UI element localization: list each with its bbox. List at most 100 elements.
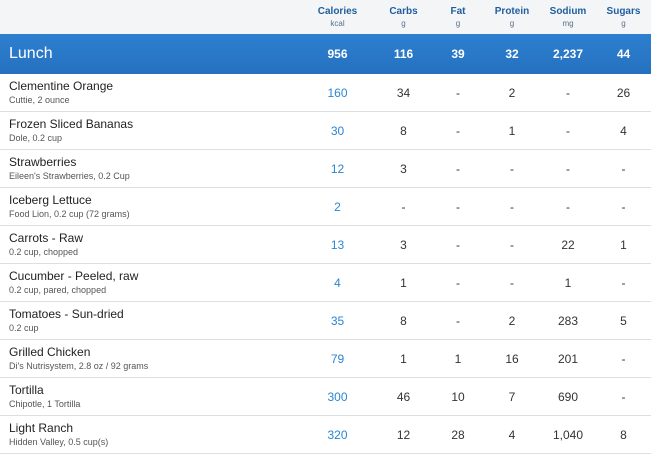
food-row[interactable]: Iceberg Lettuce Food Lion, 0.2 cup (72 g… <box>0 188 651 226</box>
food-info: Light Ranch Hidden Valley, 0.5 cup(s) <box>0 421 300 449</box>
food-protein: 1 <box>508 123 516 138</box>
column-unit: mg <box>562 19 574 28</box>
food-protein: - <box>510 275 514 290</box>
food-description: Di's Nutrisystem, 2.8 oz / 92 grams <box>9 360 149 371</box>
column-unit: g <box>401 19 406 28</box>
food-row[interactable]: Tortilla Chipotle, 1 Tortilla 300 46 10 … <box>0 378 651 416</box>
food-calories-link[interactable]: 79 <box>330 351 345 366</box>
column-label: Sodium <box>549 6 587 17</box>
food-fat: - <box>456 275 460 290</box>
food-row[interactable]: Strawberries Eileen's Strawberries, 0.2 … <box>0 150 651 188</box>
food-sodium: 690 <box>557 389 579 404</box>
food-carbs: - <box>401 199 406 214</box>
column-header-sugars: Sugars g <box>596 0 651 29</box>
food-info: Tomatoes - Sun-dried 0.2 cup <box>0 307 300 335</box>
food-calories-link[interactable]: 160 <box>327 85 348 100</box>
food-sugars: - <box>621 389 626 404</box>
food-row[interactable]: Light Ranch Hidden Valley, 0.5 cup(s) 32… <box>0 416 651 454</box>
column-header-row: Calories kcal Carbs g Fat g Protein g So… <box>0 0 651 34</box>
food-carbs: 12 <box>396 427 411 442</box>
food-row[interactable]: Frozen Sliced Bananas Dole, 0.2 cup 30 8… <box>0 112 651 150</box>
food-protein: - <box>510 199 514 214</box>
food-protein: - <box>510 161 514 176</box>
food-name[interactable]: Light Ranch <box>9 420 74 435</box>
food-fat: - <box>456 161 460 176</box>
column-unit: g <box>621 19 626 28</box>
column-header-sodium: Sodium mg <box>540 0 596 29</box>
food-info: Grilled Chicken Di's Nutrisystem, 2.8 oz… <box>0 345 300 373</box>
column-unit: kcal <box>330 19 345 28</box>
food-sodium: 1,040 <box>552 427 584 442</box>
food-calories-link[interactable]: 12 <box>330 161 345 176</box>
food-sodium: 201 <box>557 351 579 366</box>
column-label: Fat <box>450 6 466 17</box>
food-protein: 2 <box>508 85 516 100</box>
meal-title: Lunch <box>9 45 53 62</box>
food-calories-link[interactable]: 13 <box>330 237 345 252</box>
food-fat: - <box>456 237 460 252</box>
food-description: Eileen's Strawberries, 0.2 Cup <box>9 170 130 181</box>
food-name[interactable]: Carrots - Raw <box>9 230 84 245</box>
food-info: Tortilla Chipotle, 1 Tortilla <box>0 383 300 411</box>
food-sodium: - <box>566 85 570 100</box>
food-protein: 4 <box>508 427 516 442</box>
food-calories-link[interactable]: 300 <box>327 389 348 404</box>
food-fat: - <box>456 313 460 328</box>
food-info: Iceberg Lettuce Food Lion, 0.2 cup (72 g… <box>0 193 300 221</box>
meal-total-fat: 39 <box>451 47 465 61</box>
food-sugars: - <box>621 351 626 366</box>
food-row[interactable]: Tomatoes - Sun-dried 0.2 cup 35 8 - 2 28… <box>0 302 651 340</box>
food-name[interactable]: Frozen Sliced Bananas <box>9 116 134 131</box>
food-name[interactable]: Cucumber - Peeled, raw <box>9 268 139 283</box>
meal-header-lunch[interactable]: Lunch 956 116 39 32 2,237 44 <box>0 34 651 74</box>
food-sugars: 5 <box>620 313 627 328</box>
meal-total-sugars: 44 <box>616 47 631 61</box>
meal-total-sodium: 2,237 <box>552 47 584 61</box>
food-description: 0.2 cup <box>9 322 39 333</box>
food-row[interactable]: Cucumber - Peeled, raw 0.2 cup, pared, c… <box>0 264 651 302</box>
food-row[interactable]: Clementine Orange Cuttie, 2 ounce 160 34… <box>0 74 651 112</box>
food-fat: 28 <box>451 427 465 442</box>
food-info: Clementine Orange Cuttie, 2 ounce <box>0 79 300 107</box>
food-sugars: - <box>621 275 626 290</box>
food-sugars: 8 <box>620 427 627 442</box>
food-row[interactable]: Carrots - Raw 0.2 cup, chopped 13 3 - - … <box>0 226 651 264</box>
food-description: Cuttie, 2 ounce <box>9 94 70 105</box>
meal-total-carbs: 116 <box>393 47 414 61</box>
food-protein: - <box>510 237 514 252</box>
food-protein: 16 <box>505 351 519 366</box>
food-calories-link[interactable]: 2 <box>334 199 341 214</box>
food-name[interactable]: Tomatoes - Sun-dried <box>9 306 124 321</box>
column-header-calories: Calories kcal <box>300 0 375 29</box>
food-sugars: 26 <box>616 85 631 100</box>
food-name[interactable]: Tortilla <box>9 382 44 397</box>
food-fat: - <box>456 199 460 214</box>
food-carbs: 8 <box>400 313 407 328</box>
food-sodium: - <box>566 161 570 176</box>
food-info: Carrots - Raw 0.2 cup, chopped <box>0 231 300 259</box>
food-name[interactable]: Iceberg Lettuce <box>9 192 92 207</box>
food-sodium: 1 <box>564 275 572 290</box>
food-row[interactable]: Grilled Chicken Di's Nutrisystem, 2.8 oz… <box>0 340 651 378</box>
food-description: 0.2 cup, chopped <box>9 246 79 257</box>
food-sugars: - <box>621 161 626 176</box>
column-header-carbs: Carbs g <box>375 0 432 29</box>
food-carbs: 3 <box>400 161 407 176</box>
column-label: Protein <box>494 6 530 17</box>
food-fat: 10 <box>451 389 465 404</box>
column-unit: g <box>509 19 515 28</box>
food-name[interactable]: Grilled Chicken <box>9 344 91 359</box>
food-name[interactable]: Clementine Orange <box>9 78 114 93</box>
food-calories-link[interactable]: 35 <box>330 313 345 328</box>
food-sugars: - <box>621 199 626 214</box>
food-name[interactable]: Strawberries <box>9 154 77 169</box>
food-calories-link[interactable]: 30 <box>330 123 345 138</box>
food-carbs: 1 <box>400 275 407 290</box>
food-calories-link[interactable]: 320 <box>327 427 348 442</box>
food-carbs: 8 <box>400 123 407 138</box>
food-calories-link[interactable]: 4 <box>334 275 341 290</box>
meal-total-protein: 32 <box>505 47 519 61</box>
food-description: Dole, 0.2 cup <box>9 132 63 143</box>
food-sugars: 4 <box>620 123 627 138</box>
